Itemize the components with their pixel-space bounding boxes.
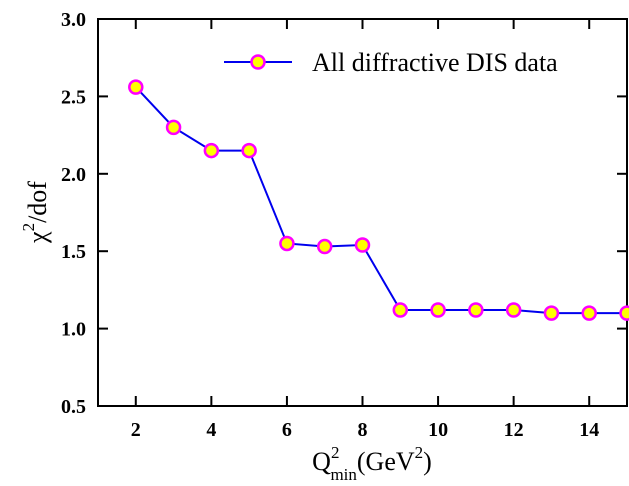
- y-tick-label: 0.5: [61, 396, 86, 418]
- y-axis-label: χ2/dof: [19, 181, 52, 244]
- x-label-part: ): [423, 447, 432, 476]
- x-tick-label: 14: [579, 419, 599, 441]
- x-label-part: (GeV: [357, 447, 415, 476]
- x-tick-label: 2: [131, 419, 141, 441]
- plot-frame: [97, 18, 628, 407]
- legend-marker: [250, 54, 266, 70]
- x-label-part: 2: [415, 443, 424, 462]
- data-point: [392, 302, 409, 318]
- x-label-part: min: [330, 465, 357, 484]
- y-tick-label: 3.0: [61, 9, 86, 31]
- data-point: [241, 142, 257, 159]
- x-tick-label: 10: [428, 419, 448, 441]
- data-point: [619, 305, 629, 321]
- data-point: [468, 302, 484, 318]
- x-label-part: Q: [312, 447, 331, 476]
- y-tick-label: 1.0: [61, 319, 86, 341]
- y-label-part: χ: [23, 231, 52, 244]
- x-tick-label: 6: [282, 419, 292, 441]
- y-tick-label: 2.0: [61, 164, 86, 186]
- series-line: [135, 86, 627, 315]
- x-tick-label: 8: [358, 419, 368, 441]
- x-tick-label: 4: [206, 419, 216, 441]
- y-tick-label: 2.5: [61, 86, 86, 108]
- y-label-part: 2: [19, 223, 38, 232]
- data-point: [203, 142, 220, 159]
- legend-label: All diffractive DIS data: [312, 48, 558, 77]
- data-point: [279, 235, 295, 252]
- data-point: [316, 238, 333, 255]
- data-point: [505, 302, 522, 318]
- data-point: [430, 302, 446, 318]
- data-point: [128, 79, 144, 95]
- y-label-part: /dof: [23, 181, 52, 223]
- data-point: [354, 237, 371, 253]
- data-point: [581, 305, 597, 321]
- x-axis-label: Q2 min(GeV2): [312, 443, 432, 484]
- data-point: [543, 305, 560, 321]
- y-tick-label: 1.5: [61, 241, 86, 263]
- x-label-part: 2: [331, 443, 340, 462]
- data-point: [165, 119, 182, 136]
- x-tick-label: 12: [504, 419, 524, 441]
